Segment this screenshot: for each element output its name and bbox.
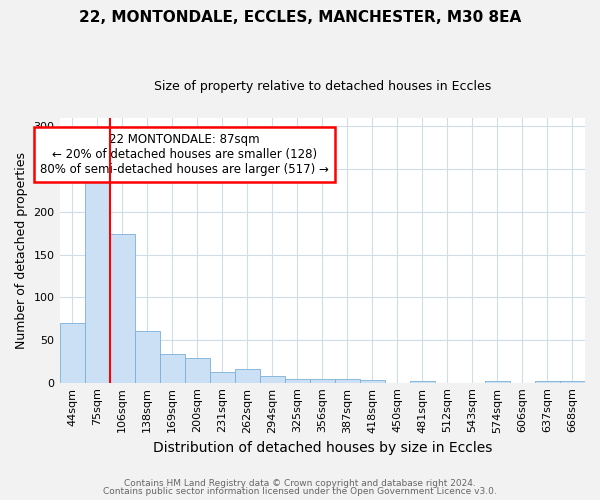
Bar <box>335 380 360 382</box>
Text: Contains HM Land Registry data © Crown copyright and database right 2024.: Contains HM Land Registry data © Crown c… <box>124 478 476 488</box>
Bar <box>235 369 260 382</box>
Bar <box>185 358 209 382</box>
Bar <box>134 330 160 382</box>
Bar <box>209 372 235 382</box>
Bar <box>360 380 385 382</box>
Bar <box>535 381 560 382</box>
Bar <box>85 178 110 382</box>
Bar <box>59 323 85 382</box>
Bar <box>160 354 185 382</box>
Text: 22, MONTONDALE, ECCLES, MANCHESTER, M30 8EA: 22, MONTONDALE, ECCLES, MANCHESTER, M30 … <box>79 10 521 25</box>
Text: 22 MONTONDALE: 87sqm
← 20% of detached houses are smaller (128)
80% of semi-deta: 22 MONTONDALE: 87sqm ← 20% of detached h… <box>40 133 329 176</box>
Bar <box>560 381 585 382</box>
Bar <box>410 381 435 382</box>
Bar <box>485 381 510 382</box>
X-axis label: Distribution of detached houses by size in Eccles: Distribution of detached houses by size … <box>152 441 492 455</box>
Bar <box>260 376 285 382</box>
Text: Contains public sector information licensed under the Open Government Licence v3: Contains public sector information licen… <box>103 487 497 496</box>
Title: Size of property relative to detached houses in Eccles: Size of property relative to detached ho… <box>154 80 491 93</box>
Y-axis label: Number of detached properties: Number of detached properties <box>15 152 28 348</box>
Bar <box>310 380 335 382</box>
Bar <box>285 380 310 382</box>
Bar <box>110 234 134 382</box>
